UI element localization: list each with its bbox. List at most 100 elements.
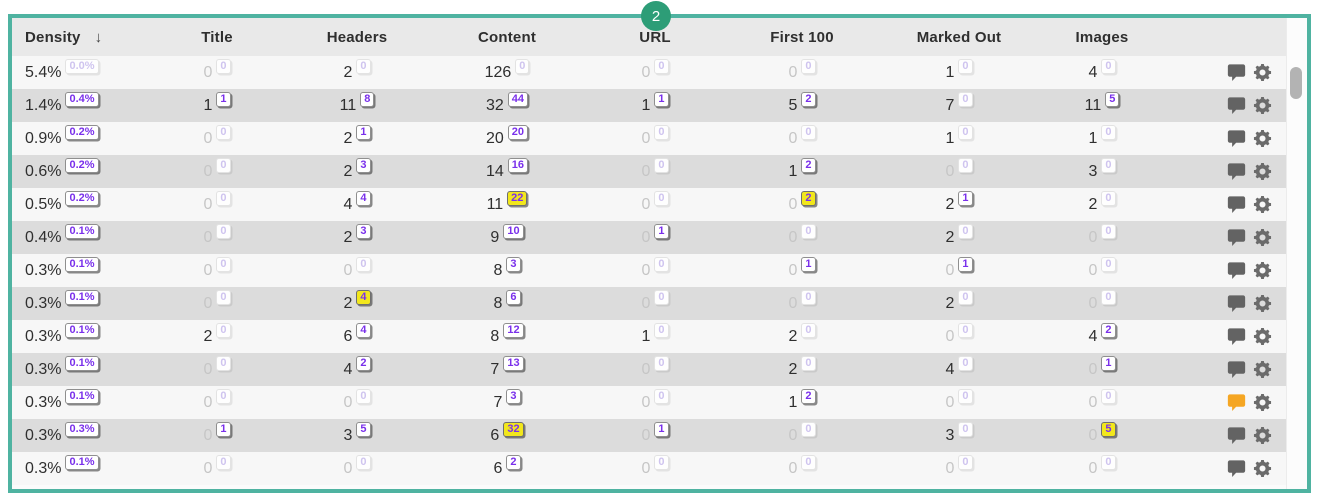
cell-count-badge[interactable]: 0: [1101, 257, 1116, 272]
cell-count-badge[interactable]: 0: [356, 257, 371, 272]
cell-count-badge[interactable]: 0: [1101, 389, 1116, 404]
table-row[interactable]: 0.3% 0.1% 0 0 0 0 8 3 0 0 0 1 0 1 0 0: [12, 254, 1286, 287]
cell-count-badge[interactable]: 0: [801, 224, 816, 239]
cell-count-badge[interactable]: 16: [507, 158, 529, 173]
comment-icon[interactable]: [1227, 63, 1246, 82]
cell-count-badge[interactable]: 1: [216, 92, 231, 107]
column-header-marked[interactable]: Marked Out: [876, 29, 1042, 46]
cell-count-badge[interactable]: 0: [654, 356, 669, 371]
cell-count-badge[interactable]: 0: [1101, 455, 1116, 470]
cell-count-badge[interactable]: 0: [216, 191, 231, 206]
cell-count-badge[interactable]: 0: [1101, 158, 1116, 173]
cell-count-badge[interactable]: 5: [1105, 92, 1120, 107]
cell-count-badge[interactable]: 0: [654, 389, 669, 404]
cell-count-badge[interactable]: 0: [801, 323, 816, 338]
cell-count-badge[interactable]: 0.4%: [65, 92, 99, 107]
gear-icon[interactable]: [1253, 63, 1272, 82]
cell-count-badge[interactable]: 0: [216, 455, 231, 470]
gear-icon[interactable]: [1253, 360, 1272, 379]
comment-icon[interactable]: [1227, 327, 1246, 346]
table-row[interactable]: 0.3% 0.1% 0 0 2 4 8 6 0 0 0 0 2 0 0 0: [12, 287, 1286, 320]
comment-icon[interactable]: [1227, 228, 1246, 247]
cell-count-badge[interactable]: 3: [506, 257, 521, 272]
cell-count-badge[interactable]: 0.0%: [65, 59, 99, 74]
comment-icon[interactable]: [1227, 393, 1246, 412]
comment-icon[interactable]: [1227, 129, 1246, 148]
table-row[interactable]: 0.3% 0.1% 0 0 0 0 7 3 0 0 1 2 0 0 0 0: [12, 386, 1286, 419]
column-header-title[interactable]: Title: [152, 29, 282, 46]
cell-count-badge[interactable]: 1: [654, 224, 669, 239]
column-header-headers[interactable]: Headers: [282, 29, 432, 46]
gear-icon[interactable]: [1253, 459, 1272, 478]
cell-count-badge[interactable]: 0: [356, 455, 371, 470]
cell-count-badge[interactable]: 12: [503, 323, 524, 338]
cell-count-badge[interactable]: 0.3%: [65, 422, 99, 437]
cell-count-badge[interactable]: 0: [958, 455, 973, 470]
comment-icon[interactable]: [1227, 162, 1246, 181]
cell-count-badge[interactable]: 0: [654, 191, 669, 206]
cell-count-badge[interactable]: 0: [801, 125, 816, 140]
cell-count-badge[interactable]: 2: [801, 92, 816, 107]
cell-count-badge[interactable]: 0: [216, 224, 231, 239]
cell-count-badge[interactable]: 2: [801, 389, 816, 404]
gear-icon[interactable]: [1253, 228, 1272, 247]
cell-count-badge[interactable]: 22: [507, 191, 528, 206]
cell-count-badge[interactable]: 1: [356, 125, 371, 140]
cell-count-badge[interactable]: 0: [216, 125, 231, 140]
cell-count-badge[interactable]: 1: [216, 422, 231, 437]
cell-count-badge[interactable]: 0: [958, 59, 973, 74]
table-row[interactable]: 0.3% 0.1% 0 0 4 2 7 13 0 0 2 0 4 0 0 1: [12, 353, 1286, 386]
cell-count-badge[interactable]: 0: [654, 290, 669, 305]
column-header-images[interactable]: Images: [1042, 29, 1162, 46]
cell-count-badge[interactable]: 3: [356, 158, 371, 173]
cell-count-badge[interactable]: 0: [801, 59, 816, 74]
cell-count-badge[interactable]: 1: [958, 257, 973, 272]
table-row[interactable]: 0.6% 0.2% 0 0 2 3 14 16 0 0 1 2 0 0 3 0: [12, 155, 1286, 188]
cell-count-badge[interactable]: 0: [216, 59, 231, 74]
cell-count-badge[interactable]: 0: [216, 356, 231, 371]
cell-count-badge[interactable]: 0: [654, 158, 669, 173]
cell-count-badge[interactable]: 0: [654, 257, 669, 272]
cell-count-badge[interactable]: 1: [1101, 356, 1116, 371]
cell-count-badge[interactable]: 0: [1101, 59, 1116, 74]
cell-count-badge[interactable]: 0.2%: [65, 158, 99, 173]
cell-count-badge[interactable]: 0: [801, 290, 816, 305]
table-row[interactable]: 0.3% 0.1% 0 0 0 0 6 2 0 0 0 0 0 0 0 0: [12, 452, 1286, 485]
cell-count-badge[interactable]: 2: [801, 191, 816, 206]
gear-icon[interactable]: [1253, 294, 1272, 313]
cell-count-badge[interactable]: 0: [654, 59, 669, 74]
cell-count-badge[interactable]: 0: [801, 356, 816, 371]
cell-count-badge[interactable]: 0.1%: [65, 455, 99, 470]
cell-count-badge[interactable]: 0: [958, 224, 973, 239]
cell-count-badge[interactable]: 0: [515, 59, 530, 74]
gear-icon[interactable]: [1253, 162, 1272, 181]
cell-count-badge[interactable]: 0: [356, 59, 371, 74]
cell-count-badge[interactable]: 0.2%: [65, 125, 99, 140]
comment-icon[interactable]: [1227, 294, 1246, 313]
comment-icon[interactable]: [1227, 459, 1246, 478]
cell-count-badge[interactable]: 0: [216, 158, 231, 173]
cell-count-badge[interactable]: 0: [654, 455, 669, 470]
cell-count-badge[interactable]: 2: [506, 455, 521, 470]
cell-count-badge[interactable]: 1: [654, 422, 669, 437]
gear-icon[interactable]: [1253, 261, 1272, 280]
comment-icon[interactable]: [1227, 195, 1246, 214]
cell-count-badge[interactable]: 0: [654, 125, 669, 140]
cell-count-badge[interactable]: 1: [654, 92, 669, 107]
cell-count-badge[interactable]: 13: [503, 356, 524, 371]
cell-count-badge[interactable]: 5: [1101, 422, 1116, 437]
cell-count-badge[interactable]: 0.1%: [65, 389, 99, 404]
cell-count-badge[interactable]: 32: [503, 422, 524, 437]
table-row[interactable]: 0.9% 0.2% 0 0 2 1 20 20 0 0 0 0 1 0 1 0: [12, 122, 1286, 155]
cell-count-badge[interactable]: 2: [801, 158, 816, 173]
cell-count-badge[interactable]: 0: [958, 125, 973, 140]
scrollbar-thumb[interactable]: [1290, 67, 1302, 99]
cell-count-badge[interactable]: 6: [506, 290, 521, 305]
column-header-first100[interactable]: First 100: [728, 29, 876, 46]
cell-count-badge[interactable]: 0: [1101, 125, 1116, 140]
cell-count-badge[interactable]: 44: [507, 92, 529, 107]
cell-count-badge[interactable]: 0: [216, 389, 231, 404]
cell-count-badge[interactable]: 4: [356, 191, 371, 206]
cell-count-badge[interactable]: 3: [356, 224, 371, 239]
cell-count-badge[interactable]: 0: [216, 290, 231, 305]
